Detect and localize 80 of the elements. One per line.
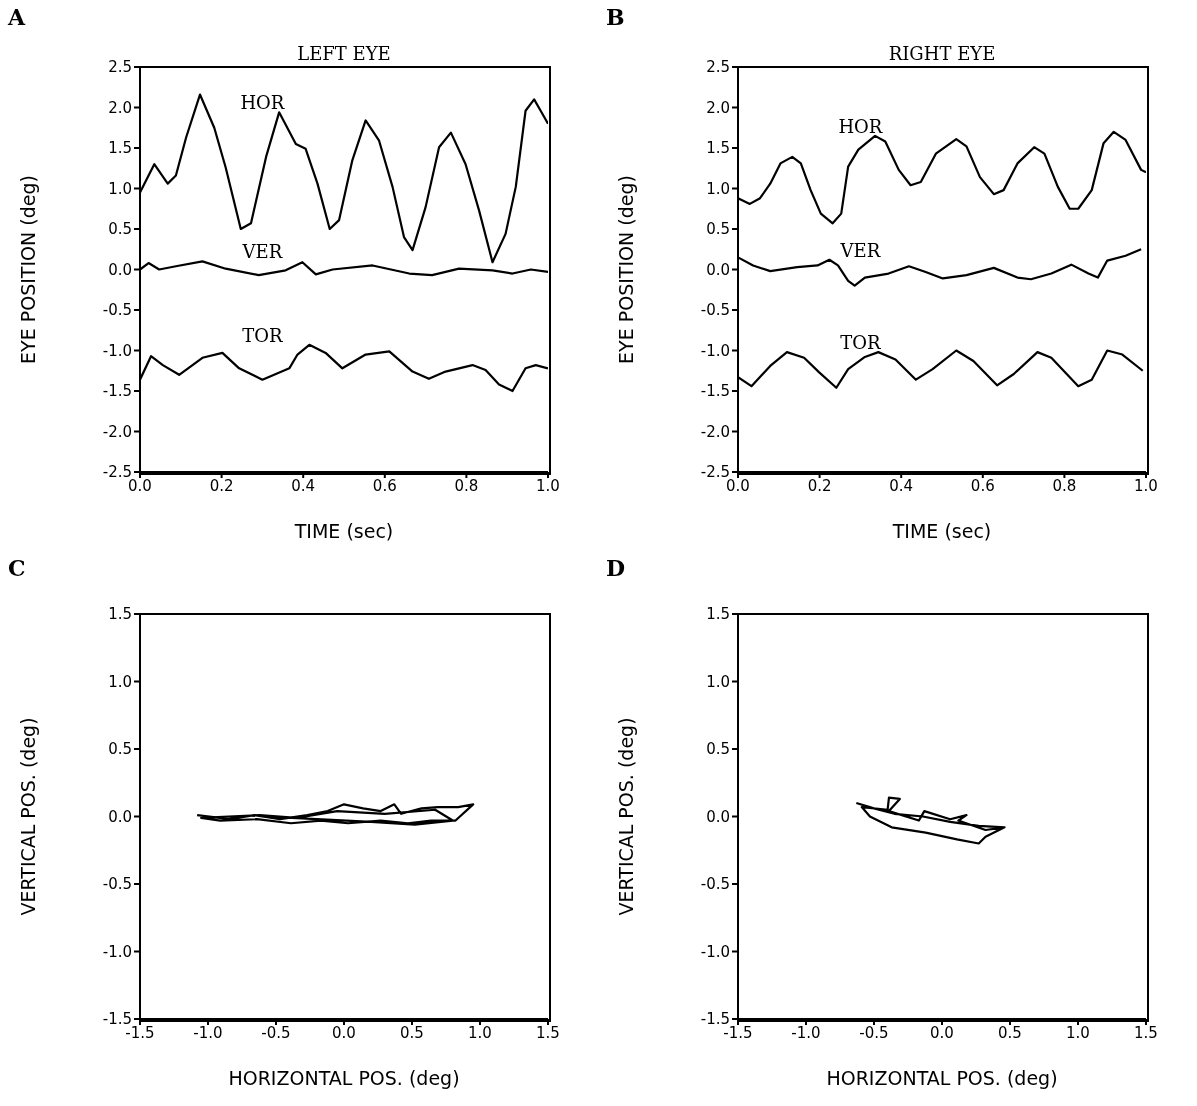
y-tick-label: -1.5 — [102, 382, 132, 401]
y-tick-label: 1.5 — [108, 605, 132, 624]
line-series — [855, 796, 1006, 845]
y-tick-label: -0.5 — [700, 875, 730, 894]
y-tick-label: 2.5 — [108, 58, 132, 77]
y-tick-label: -1.0 — [102, 942, 132, 961]
y-tick-label: 1.0 — [108, 672, 132, 691]
series-label: VER — [241, 241, 283, 263]
line-series — [140, 343, 548, 393]
x-tick-label: 0.2 — [807, 476, 832, 495]
x-tick-label: 1.0 — [536, 476, 560, 495]
series-label: HOR — [240, 92, 285, 114]
x-tick-label: 0.8 — [1052, 476, 1077, 495]
y-tick-label: 0.5 — [706, 740, 730, 759]
text: D — [606, 555, 626, 581]
x-tick-label: 0.5 — [400, 1023, 424, 1042]
x-tick-label: 0.0 — [128, 476, 152, 495]
y-tick-label: 2.0 — [108, 98, 132, 117]
x-axis-title: HORIZONTAL POS. (deg) — [826, 1067, 1058, 1089]
x-tick-label: 1.0 — [1134, 476, 1158, 495]
line-series — [196, 803, 475, 826]
x-axis-title: TIME (sec) — [891, 520, 992, 542]
x-tick-label: -1.0 — [193, 1023, 223, 1042]
y-tick-label: 0.5 — [108, 740, 132, 759]
y-tick-label: 0.5 — [706, 220, 730, 239]
series-label: TOR — [840, 332, 881, 354]
y-tick-label: -1.5 — [700, 382, 730, 401]
y-tick-label: 2.0 — [706, 98, 730, 117]
y-tick-label: 2.5 — [706, 58, 730, 77]
x-tick-label: 0.4 — [889, 476, 914, 495]
x-tick-label: 0.0 — [332, 1023, 356, 1042]
y-tick-label: 0.0 — [108, 807, 132, 826]
x-axis-title: TIME (sec) — [293, 520, 394, 542]
y-tick-label: -0.5 — [700, 301, 730, 320]
y-tick-label: -2.0 — [102, 422, 132, 441]
x-tick-label: 0.0 — [930, 1023, 954, 1042]
x-tick-label: 0.4 — [291, 476, 316, 495]
y-tick-label: 1.5 — [108, 139, 132, 158]
x-tick-label: 0.8 — [454, 476, 479, 495]
chart-title: LEFT EYE — [296, 43, 392, 64]
x-tick-label: -1.0 — [791, 1023, 821, 1042]
x-tick-label: 0.5 — [998, 1023, 1022, 1042]
chart-title: RIGHT EYE — [887, 43, 997, 64]
x-tick-label: 0.0 — [726, 476, 750, 495]
y-axis-title: EYE POSITION (deg) — [16, 175, 39, 364]
y-tick-label: 1.0 — [108, 179, 132, 198]
x-tick-label: 0.6 — [372, 476, 397, 495]
y-axis-title: VERTICAL POS. (deg) — [614, 717, 637, 916]
y-tick-label: 1.5 — [706, 139, 730, 158]
text: A — [8, 4, 26, 30]
y-tick-label: -1.0 — [700, 341, 730, 360]
x-tick-label: 0.6 — [970, 476, 995, 495]
x-axis-title: HORIZONTAL POS. (deg) — [228, 1067, 460, 1089]
x-tick-label: 0.2 — [209, 476, 234, 495]
y-axis-title: EYE POSITION (deg) — [614, 175, 637, 364]
text: C — [8, 555, 26, 581]
series-label: TOR — [242, 324, 283, 346]
y-tick-label: 1.0 — [706, 179, 730, 198]
y-tick-label: -0.5 — [102, 301, 132, 320]
series-label: HOR — [838, 115, 883, 137]
y-tick-label: -2.0 — [700, 422, 730, 441]
x-tick-label: 1.0 — [468, 1023, 492, 1042]
x-tick-label: 1.0 — [1066, 1023, 1090, 1042]
x-tick-label: -0.5 — [261, 1023, 291, 1042]
y-axis-title: VERTICAL POS. (deg) — [16, 717, 39, 916]
y-tick-label: 0.0 — [706, 807, 730, 826]
series-label: VER — [839, 239, 881, 261]
text: B — [606, 4, 625, 30]
y-tick-label: 1.5 — [706, 605, 730, 624]
x-tick-label: -0.5 — [859, 1023, 889, 1042]
y-tick-label: 0.0 — [706, 260, 730, 279]
y-tick-label: 0.5 — [108, 220, 132, 239]
x-tick-label: 1.5 — [1134, 1023, 1158, 1042]
y-tick-label: 1.0 — [706, 672, 730, 691]
y-tick-label: 0.0 — [108, 260, 132, 279]
y-tick-label: -1.0 — [102, 341, 132, 360]
x-tick-label: 1.5 — [536, 1023, 560, 1042]
line-series — [738, 349, 1144, 389]
y-tick-label: -1.0 — [700, 942, 730, 961]
y-tick-label: -0.5 — [102, 875, 132, 894]
